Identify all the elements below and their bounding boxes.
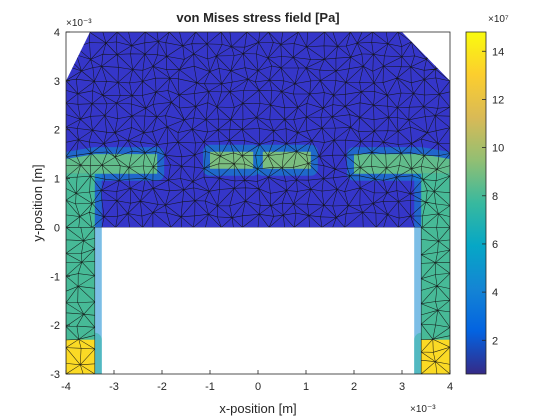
x-tick-label: 4	[447, 381, 453, 393]
plot-area	[66, 32, 450, 374]
x-tick-label: -3	[109, 381, 119, 393]
region-left-arm	[66, 154, 158, 174]
colorbar-tick-label: 6	[492, 239, 498, 251]
x-tick-label: 0	[255, 381, 261, 393]
region-right-leg-base	[421, 339, 450, 374]
mesh-right-leg	[420, 227, 450, 374]
x-axis-exponent: ×10⁻³	[410, 404, 436, 415]
colorbar-tick-label: 10	[492, 143, 504, 155]
y-tick-label: -3	[50, 369, 60, 381]
colorbar-tick-label: 4	[492, 287, 498, 299]
y-tick-label: 4	[54, 27, 60, 39]
colorbar-tick-label: 8	[492, 191, 498, 203]
y-axis-exponent: ×10⁻³	[66, 18, 92, 29]
y-tick-label: -2	[50, 320, 60, 332]
y-tick-label: 2	[54, 125, 60, 137]
x-ticks: -4 -3 -2 -1 0 1 2 3 4	[61, 370, 453, 393]
colorbar-tick-label: 14	[492, 46, 504, 58]
x-tick-label: -1	[205, 381, 215, 393]
colorbar-gradient	[465, 31, 487, 375]
x-axis-label: x-position [m]	[219, 401, 296, 416]
y-tick-label: 3	[54, 76, 60, 88]
colorbar: 2 4 6 8 10 12 14 ×10⁷	[465, 14, 509, 375]
y-tick-label: 0	[54, 222, 60, 234]
y-ticks: -3 -2 -1 0 1 2 3 4	[50, 27, 70, 381]
chart-title: von Mises stress field [Pa]	[176, 10, 339, 25]
mesh-left-leg	[66, 227, 96, 374]
y-tick-label: -1	[50, 271, 60, 283]
x-tick-label: -4	[61, 381, 71, 393]
x-tick-label: 2	[351, 381, 357, 393]
colorbar-ticks: 2 4 6 8 10 12 14	[482, 46, 504, 347]
triangle-mesh	[66, 32, 450, 374]
mesh-top	[66, 32, 450, 228]
x-tick-label: -2	[157, 381, 167, 393]
mesh-domain	[66, 32, 450, 374]
region-center-right	[262, 151, 311, 169]
domain-top	[66, 32, 450, 228]
colorbar-tick-label: 12	[492, 94, 504, 106]
colorbar-tick-label: 2	[492, 335, 498, 347]
colorbar-exponent: ×10⁷	[488, 14, 509, 25]
x-tick-label: 1	[303, 381, 309, 393]
y-tick-label: 1	[54, 174, 60, 186]
x-tick-label: 3	[399, 381, 405, 393]
region-left-leg-base	[66, 339, 95, 374]
y-axis-label: y-position [m]	[30, 164, 45, 241]
